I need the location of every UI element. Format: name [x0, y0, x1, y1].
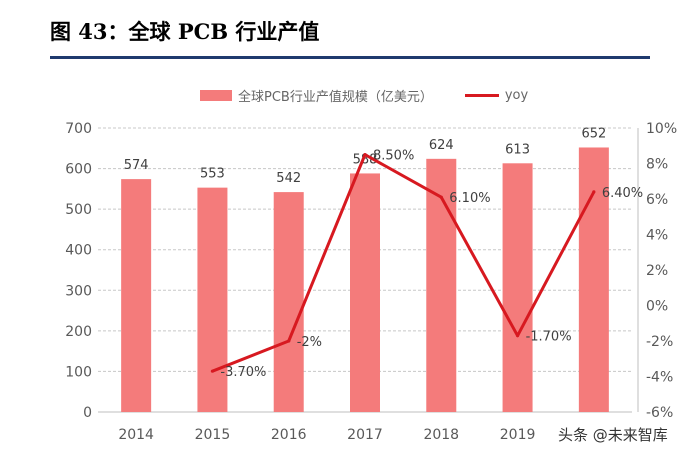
- yoy-value-label: -3.70%: [220, 365, 266, 380]
- bar-value-label: 652: [581, 126, 606, 141]
- bar: [426, 158, 457, 412]
- bar-value-label: 624: [429, 138, 454, 153]
- y-right-tick-label: 8%: [646, 157, 668, 173]
- y-left-tick-label: 100: [65, 364, 92, 380]
- yoy-value-label: 6.40%: [602, 186, 643, 201]
- yoy-point: [363, 153, 367, 157]
- x-tick-label: 2019: [500, 427, 536, 443]
- x-tick-label: 2017: [347, 427, 383, 443]
- figure-title: 图 43：全球 PCB 行业产值: [50, 19, 320, 44]
- bar-value-label: 553: [200, 167, 225, 182]
- bar-value-label: 613: [505, 142, 530, 157]
- legend-bar-swatch: [200, 90, 232, 101]
- x-tick-label: 2015: [195, 427, 231, 443]
- y-right-tick-label: 0%: [646, 299, 668, 315]
- bar: [350, 173, 380, 412]
- yoy-point: [210, 369, 215, 373]
- x-tick-label: 2018: [423, 427, 459, 443]
- legend-bar-label: 全球PCB行业产值规模（亿美元）: [238, 90, 433, 105]
- y-right-tick-label: 10%: [646, 121, 677, 137]
- bar: [502, 163, 533, 412]
- title-divider: [50, 56, 650, 59]
- x-tick-label: 2014: [118, 427, 154, 443]
- x-tick-label: 2016: [271, 427, 307, 443]
- y-left-tick-label: 400: [65, 243, 92, 259]
- y-right-tick-label: -4%: [646, 370, 673, 386]
- yoy-value-label: -2%: [297, 335, 322, 350]
- yoy-value-label: 8.50%: [373, 149, 414, 164]
- y-right-tick-label: -2%: [646, 334, 673, 350]
- y-right-tick-label: 2%: [646, 263, 668, 279]
- legend-line-label: yoy: [504, 88, 529, 103]
- yoy-point: [515, 334, 520, 338]
- yoy-point: [287, 339, 291, 343]
- legend-line-swatch: [464, 94, 499, 97]
- y-left-tick-label: 600: [65, 162, 92, 178]
- yoy-point: [439, 195, 443, 199]
- y-right-tick-label: 6%: [646, 192, 668, 208]
- yoy-point: [592, 190, 596, 194]
- bar: [197, 187, 228, 412]
- bar-value-label: 574: [124, 158, 149, 173]
- y-left-tick-label: 700: [65, 121, 92, 137]
- bar-value-label: 588: [353, 152, 378, 167]
- yoy-value-label: -1.70%: [526, 330, 572, 345]
- bar: [273, 192, 304, 412]
- y-right-tick-label: -6%: [646, 405, 673, 421]
- chart-legend: 全球PCB行业产值规模（亿美元） yoy: [200, 86, 528, 105]
- y-right-tick-label: 4%: [646, 228, 668, 244]
- yoy-line: [211, 153, 596, 373]
- y-left-tick-label: 200: [65, 324, 92, 340]
- y-left-tick-label: 500: [65, 202, 92, 218]
- watermark: 头条 @未来智库: [558, 426, 668, 444]
- bar: [121, 179, 152, 412]
- y-left-tick-label: 300: [65, 283, 92, 299]
- y-left-tick-label: 0: [83, 405, 92, 421]
- yoy-value-label: 6.10%: [449, 191, 490, 206]
- bar-value-label: 542: [276, 171, 301, 186]
